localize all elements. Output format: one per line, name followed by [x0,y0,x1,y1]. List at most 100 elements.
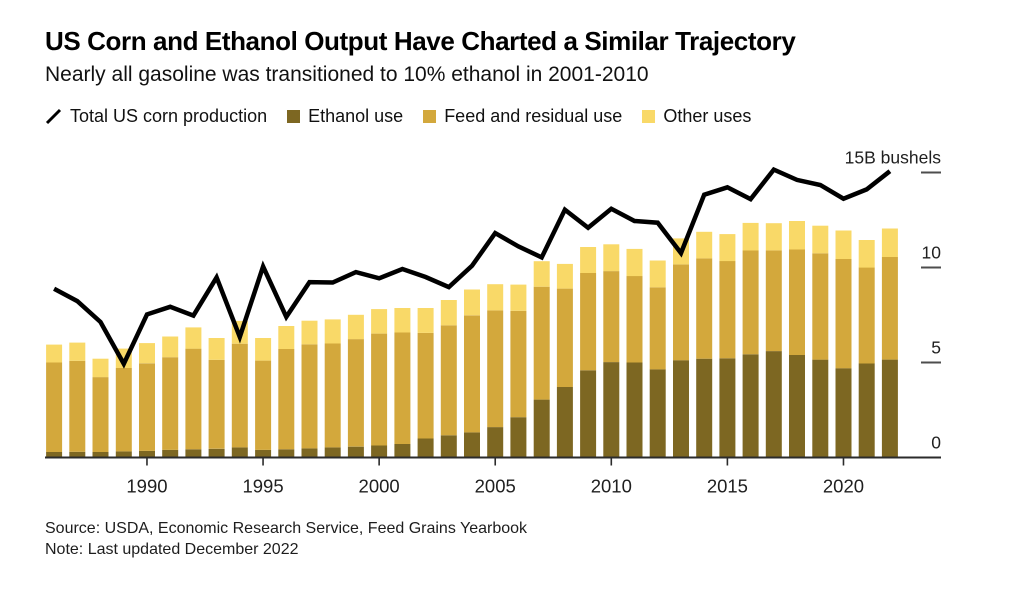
legend-label: Total US corn production [70,106,268,126]
bar-segment [533,399,550,458]
bar-segment [765,250,782,352]
bar-segment [185,348,202,450]
bar-segment [231,343,248,448]
bar-segment [371,309,388,334]
bar-segment [46,362,63,452]
bar-segment [649,260,666,288]
bar-segment [208,359,225,449]
bar-segment [185,327,202,349]
bar-segment [742,354,759,458]
bar-segment [69,451,86,458]
bar-segment [69,360,86,452]
bar-segment [92,377,109,452]
bar-segment [394,308,411,333]
bar-segment [278,349,295,450]
bar-segment [881,228,898,257]
x-tick-label: 1995 [242,476,283,497]
line-series-icon [45,108,62,125]
y-axis-ticks: 0 5 10 15B bushels [845,148,942,453]
bar-segment [278,326,295,349]
bar-segment [115,451,132,458]
bar-segment [626,248,643,277]
bar-segment [580,247,597,273]
bar-segment [603,362,620,458]
bars-layer [46,221,898,458]
x-tick-label: 2015 [707,476,748,497]
bar-segment [789,354,805,458]
bar-segment [603,271,620,363]
bar-segment [208,448,225,458]
bar-segment [464,432,480,458]
legend-label: Ethanol use [308,106,404,126]
legend: Total US corn production Ethanol use Fee… [45,106,751,127]
bar-segment [510,284,527,311]
bar-segment [858,240,875,268]
chart-subtitle: Nearly all gasoline was transitioned to … [45,63,649,86]
feed-swatch-icon [423,110,437,123]
bar-segment [139,363,155,451]
bar-segment [371,445,388,458]
bar-segment [324,319,341,344]
legend-item-ethanol: Ethanol use [287,106,403,127]
bar-segment [417,438,434,458]
bar-segment [510,417,527,458]
bar-segment [347,339,364,447]
bar-segment [278,449,295,458]
bar-segment [858,267,875,364]
bar-segment [255,338,272,361]
bar-segment [208,338,225,360]
bar-segment [719,234,736,262]
x-tick-label: 2005 [475,476,516,497]
bar-segment [858,363,875,458]
bar-segment [69,342,86,361]
bar-segment [394,332,411,444]
legend-label: Feed and residual use [444,106,623,126]
bar-segment [255,360,272,450]
x-tick-label: 2010 [591,476,632,497]
bar-segment [696,231,713,259]
bar-segment [347,446,364,458]
ethanol-swatch-icon [287,110,301,123]
bar-segment [92,358,109,378]
bar-segment [812,359,829,458]
bar-segment [162,336,179,358]
bar-segment [626,362,643,458]
bar-segment [417,308,434,333]
bar-segment [835,230,852,259]
bar-segment [464,315,480,433]
production-line [53,166,892,369]
bar-segment [440,435,457,458]
bar-segment [556,387,573,458]
bar-segment [371,333,388,446]
y-tick-label: 10 [922,243,942,263]
bar-segment [324,447,341,458]
bar-segment [139,450,155,458]
bar-segment [719,261,736,359]
bar-segment [394,444,411,458]
bar-segment [881,257,898,360]
y-tick-label: 5 [931,338,941,358]
legend-item-total-production: Total US corn production [45,106,267,127]
x-tick-label: 1990 [126,476,167,497]
bar-segment [231,447,248,458]
bar-segment [742,222,759,251]
bar-segment [324,343,341,448]
bar-segment [487,427,504,458]
bar-segment [440,325,457,436]
x-tick-label: 2020 [823,476,864,497]
bar-segment [487,284,504,311]
legend-item-feed: Feed and residual use [423,106,622,127]
bar-segment [626,276,643,363]
bar-segment [765,223,782,251]
bar-segment [696,258,713,359]
bar-segment [487,310,504,428]
y-tick-label: 0 [931,433,941,453]
bar-segment [92,452,109,458]
bar-segment [580,273,597,371]
x-axis-ticks: 1990 1995 2000 2005 2010 2015 2020 [126,458,864,497]
bar-segment [139,343,155,364]
bar-segment [533,286,550,400]
bar-segment [301,448,318,458]
bar-segment [881,359,898,458]
